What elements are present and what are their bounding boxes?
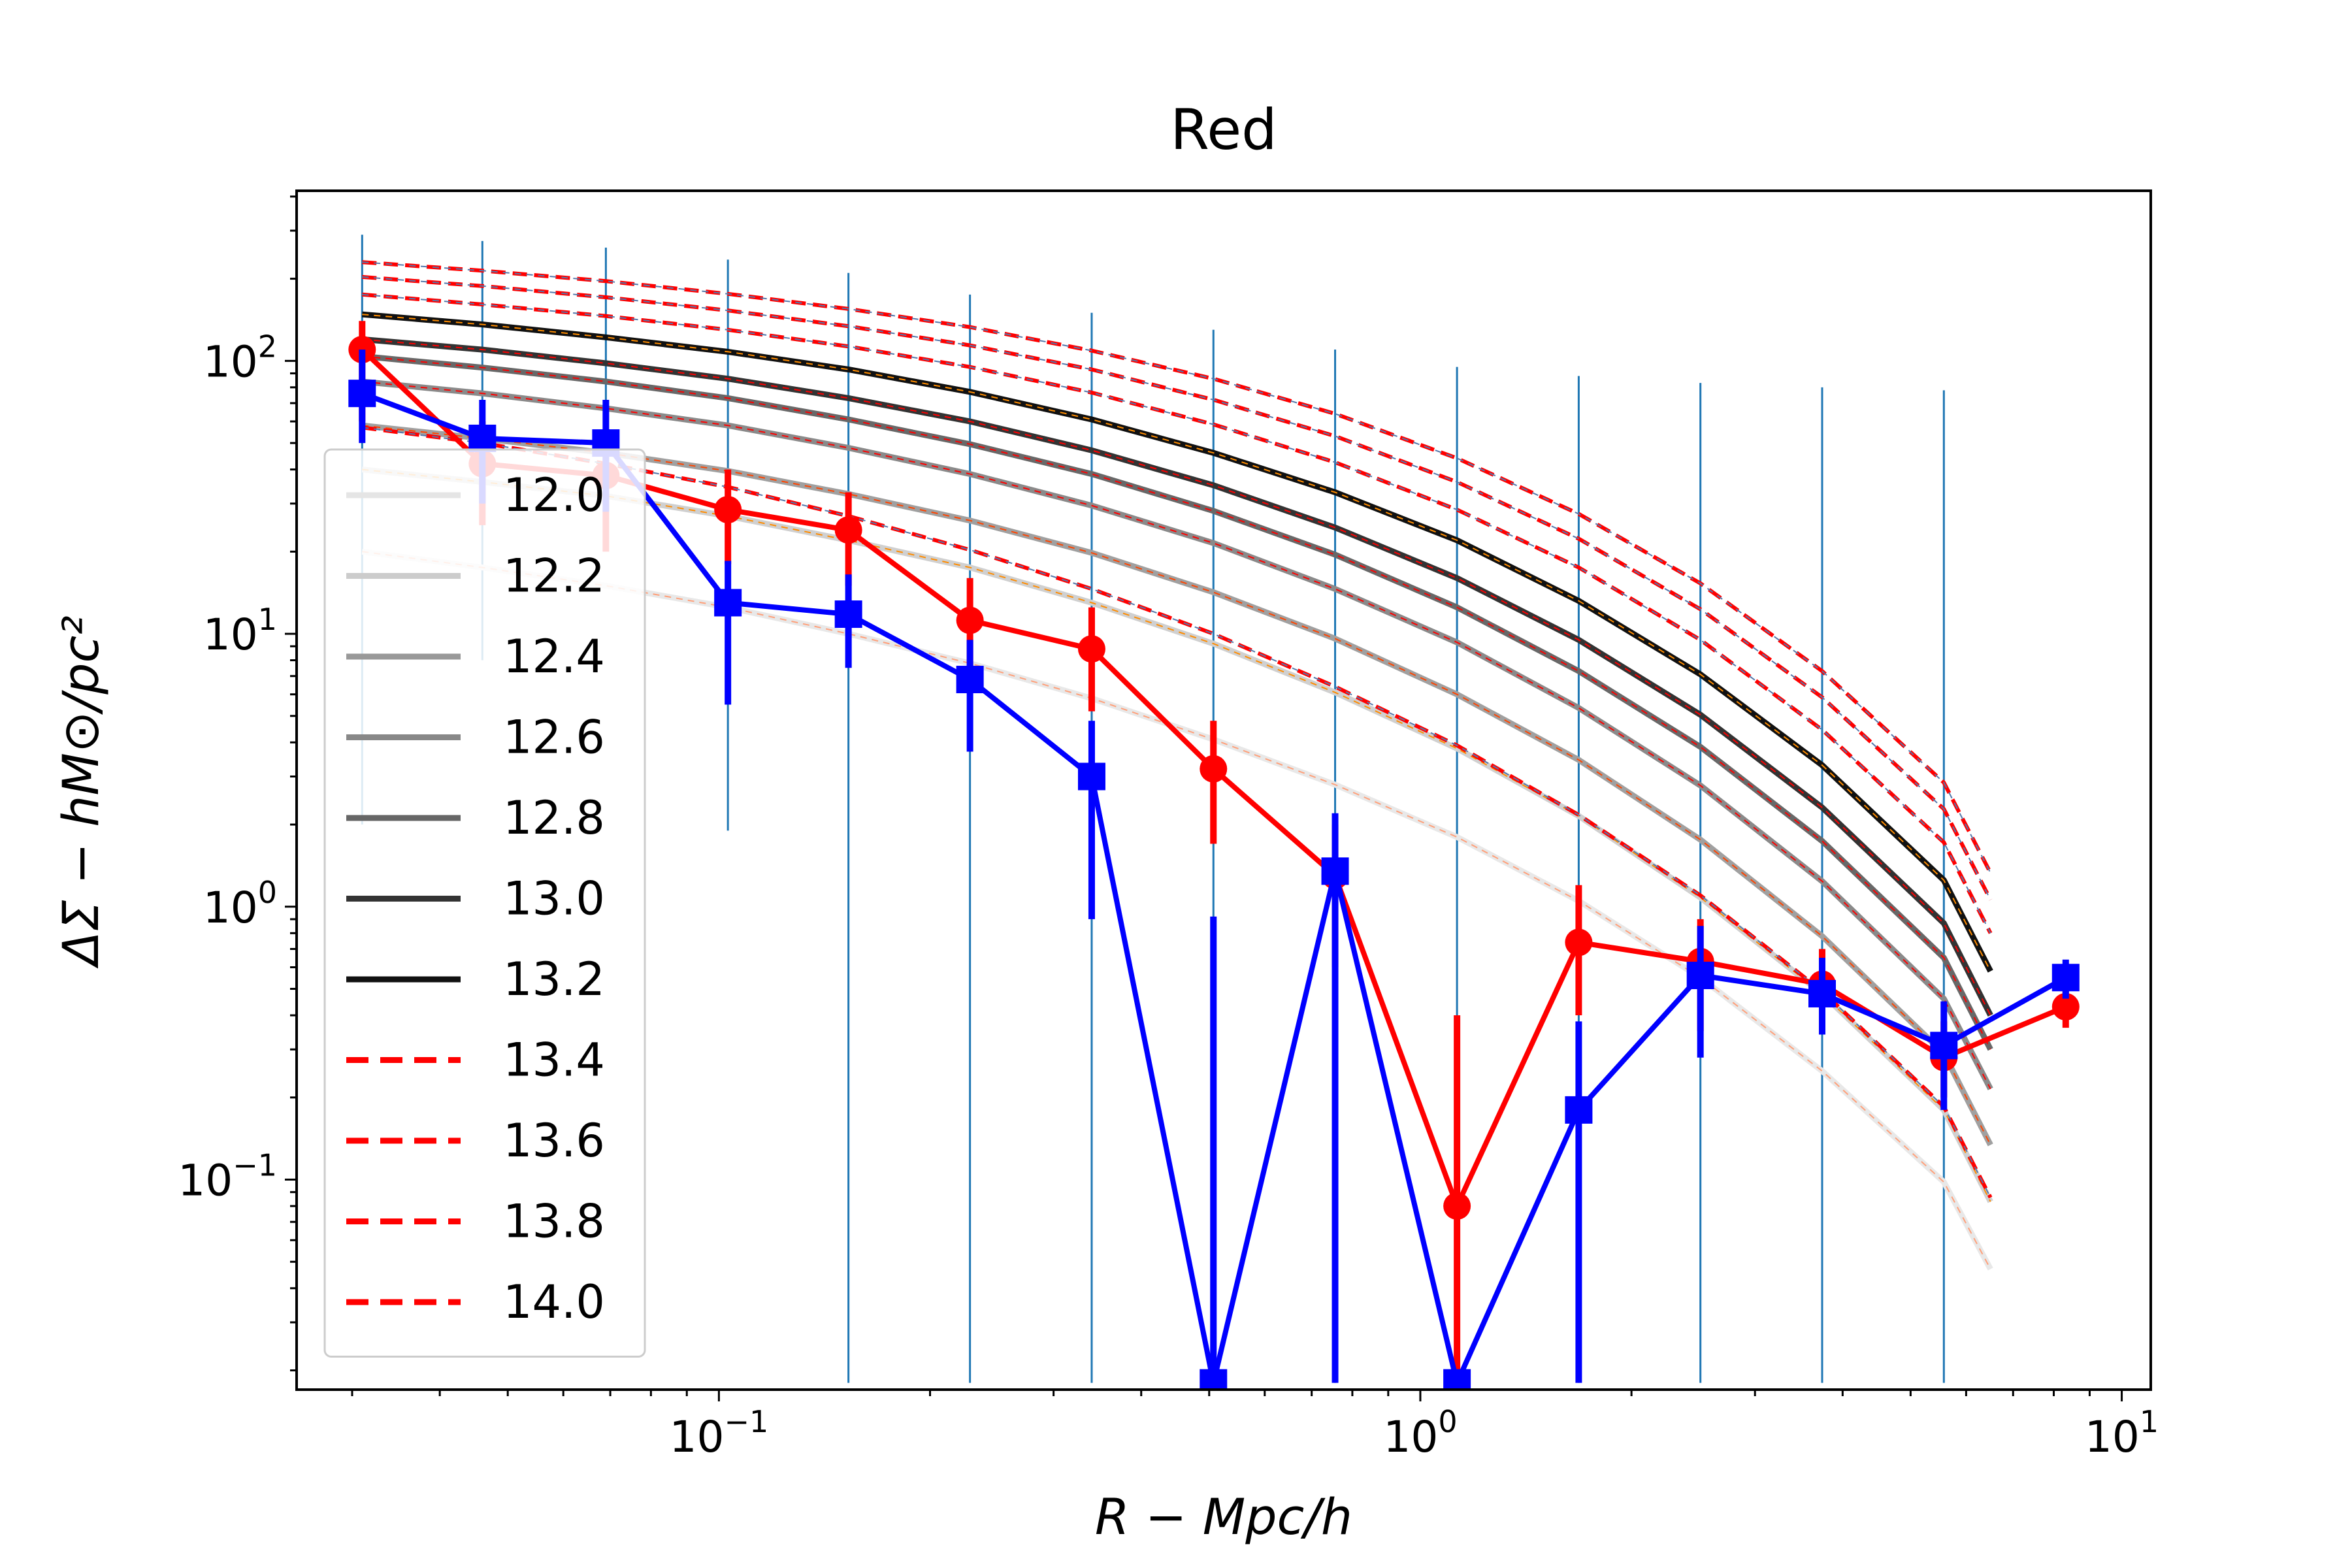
y-tick-label-3: 102 xyxy=(203,329,277,387)
data-point-blue-10 xyxy=(1565,1096,1593,1124)
model-curve-overlay-10 xyxy=(362,261,1991,874)
legend-label-9: 13.8 xyxy=(503,1195,605,1249)
data-point-blue-1 xyxy=(468,424,497,452)
plot-area xyxy=(348,235,2080,1390)
y-tick-label-1: 100 xyxy=(203,875,277,933)
x-tick-label-2: 101 xyxy=(2085,1404,2159,1462)
data-point-blue-13 xyxy=(1930,1032,1958,1060)
legend-label-0: 12.0 xyxy=(503,468,605,522)
data-point-blue-4 xyxy=(834,600,862,629)
legend-label-5: 13.0 xyxy=(503,872,605,926)
x-tick-label-1: 100 xyxy=(1383,1404,1457,1462)
model-curve-overlay-6 xyxy=(362,314,1991,972)
legend-label-1: 12.2 xyxy=(503,549,605,603)
model-curve-overlay-7 xyxy=(362,427,1991,1198)
data-point-red-6 xyxy=(1077,635,1105,663)
legend-label-7: 13.4 xyxy=(503,1034,605,1087)
plot-inner xyxy=(348,235,2080,1390)
y-axis-label: ΔΣ − hM⊙/pc² xyxy=(52,615,110,969)
y-tick-label-0: 10−1 xyxy=(178,1148,277,1206)
data-point-blue-12 xyxy=(1808,979,1836,1007)
data-point-red-5 xyxy=(956,606,984,634)
model-curve-overlay-9 xyxy=(362,276,1991,900)
model-curve-overlay-4 xyxy=(362,355,1991,1050)
data-point-red-14 xyxy=(2051,992,2080,1021)
legend-label-4: 12.8 xyxy=(503,791,605,845)
data-point-blue-7 xyxy=(1200,1369,1228,1390)
data-point-blue-14 xyxy=(2051,964,2080,992)
model-curve-overlay-1 xyxy=(362,468,1991,1202)
model-curve-overlay-3 xyxy=(362,381,1991,1090)
chart-title: Red xyxy=(1170,97,1277,163)
data-point-red-10 xyxy=(1565,928,1593,956)
data-point-blue-8 xyxy=(1321,857,1349,885)
legend-label-3: 12.6 xyxy=(503,711,605,764)
legend-label-6: 13.2 xyxy=(503,953,605,1006)
x-axis-label: R − Mpc/h xyxy=(1095,1488,1352,1546)
data-point-blue-11 xyxy=(1686,961,1714,989)
model-curve-overlay-8 xyxy=(362,293,1991,934)
legend-box xyxy=(323,448,646,1358)
data-point-blue-5 xyxy=(956,666,984,694)
series-blue-squares xyxy=(348,350,2080,1390)
tick-labels: 10−1 100 101 10−1 100 101 102 xyxy=(178,329,2159,1462)
data-point-blue-6 xyxy=(1077,762,1105,791)
y-tick-label-2: 101 xyxy=(203,602,277,660)
data-point-red-3 xyxy=(714,496,742,524)
legend: 12.0 12.2 12.4 12.6 12.8 13.0 13.2 13.4 13.6 13.8… xyxy=(323,448,646,1358)
data-point-red-7 xyxy=(1200,755,1228,783)
model-curve-overlay-5 xyxy=(362,338,1991,1016)
model-curve-overlay-2 xyxy=(362,425,1991,1145)
data-point-red-9 xyxy=(1443,1192,1471,1220)
data-point-blue-0 xyxy=(348,380,376,408)
legend-label-2: 12.4 xyxy=(503,630,605,683)
x-tick-label-0: 10−1 xyxy=(669,1404,768,1462)
legend-label-8: 13.6 xyxy=(503,1114,605,1168)
data-point-blue-3 xyxy=(714,589,742,617)
plot-frame xyxy=(295,189,2152,1391)
legend-label-10: 14.0 xyxy=(503,1275,605,1329)
data-point-red-4 xyxy=(834,516,862,544)
data-point-blue-9 xyxy=(1443,1369,1471,1390)
